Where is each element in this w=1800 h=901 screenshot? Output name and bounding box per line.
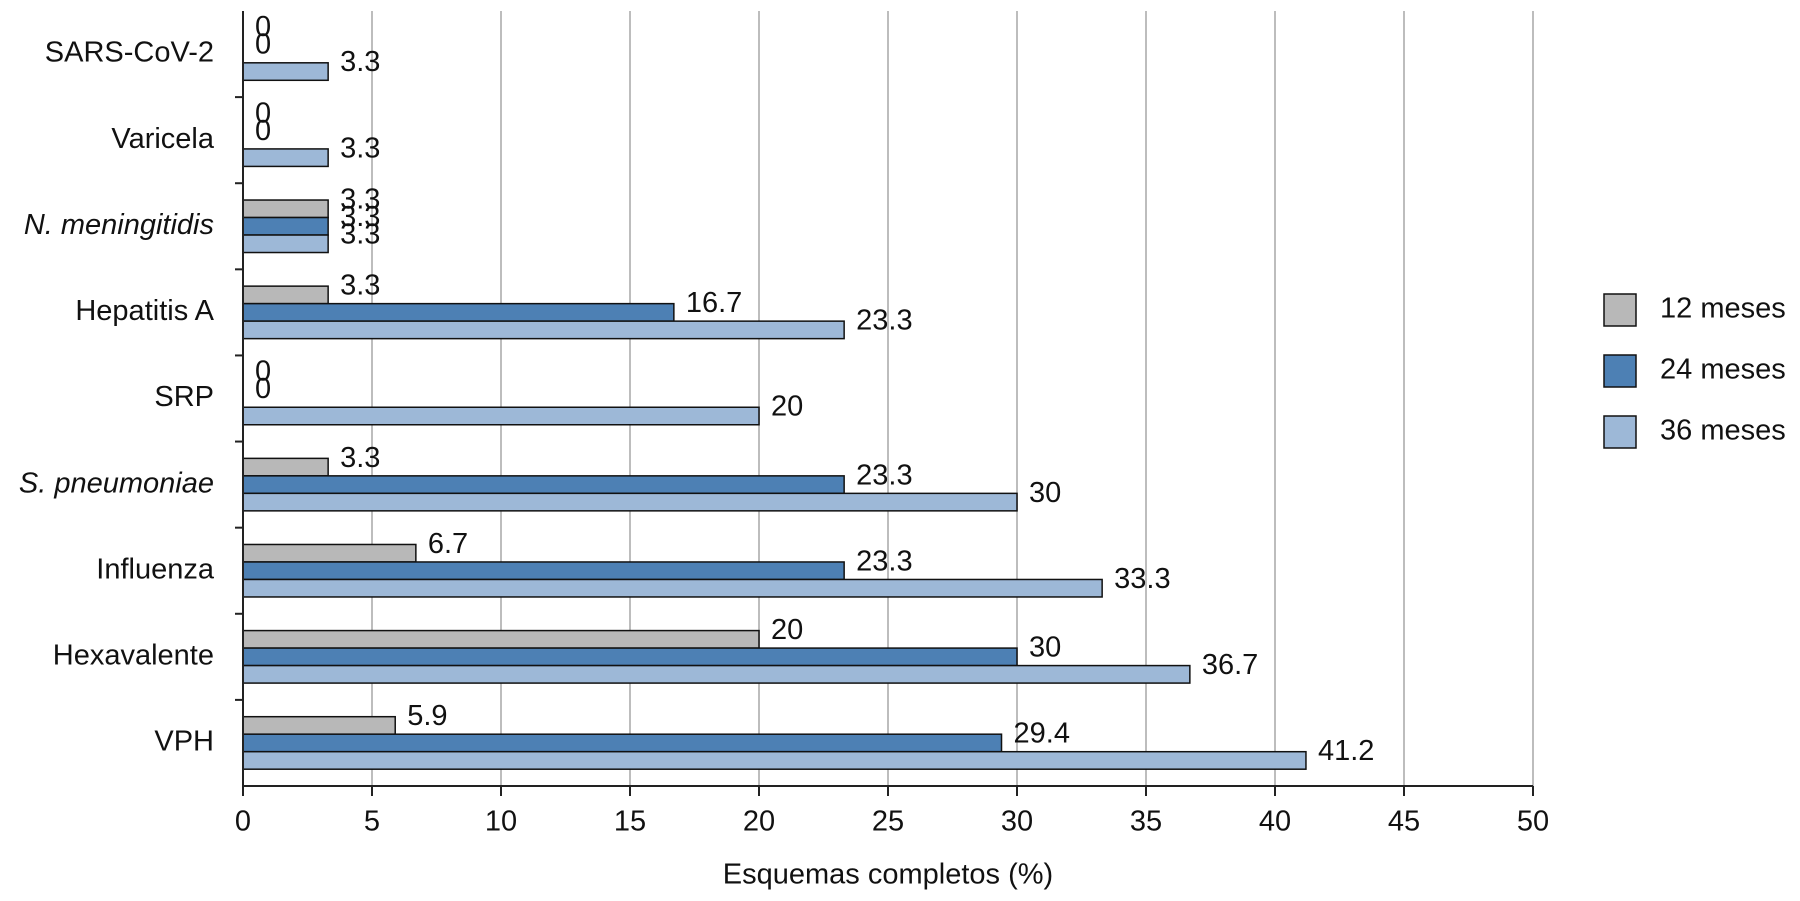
data-label: 3.3 (340, 201, 380, 233)
y-tick-label: Hepatitis A (75, 295, 214, 327)
bar (242, 750, 1307, 770)
y-tick-label: VPH (154, 726, 214, 758)
bar (242, 543, 417, 563)
y-tick-label: N. meningitidis (24, 209, 214, 241)
bar (242, 561, 845, 581)
data-label: 30 (1029, 631, 1061, 663)
data-label: 20 (771, 391, 803, 423)
y-tick-label: S. pneumoniae (19, 467, 214, 499)
legend-label: 36 meses (1660, 415, 1786, 447)
bar (242, 578, 1103, 598)
legend-label: 24 meses (1660, 354, 1786, 386)
bar (242, 629, 760, 649)
bar (242, 457, 329, 477)
bar (242, 647, 1018, 667)
data-label: 23.3 (856, 545, 912, 577)
data-label: 23.3 (856, 459, 912, 491)
bar (242, 406, 760, 426)
x-tick-label: 15 (614, 806, 646, 838)
data-label: 36.7 (1202, 649, 1258, 681)
data-label: 3.3 (340, 218, 380, 250)
legend-swatch (1603, 415, 1637, 449)
legend-swatch (1603, 354, 1637, 388)
x-tick-label: 5 (364, 806, 380, 838)
y-tick-label: SRP (154, 381, 214, 413)
y-tick-label: SARS-CoV-2 (45, 37, 214, 69)
data-label: 3.3 (340, 183, 380, 215)
x-tick-label: 50 (1517, 806, 1549, 838)
x-tick-label: 40 (1259, 806, 1291, 838)
x-tick-label: 0 (235, 806, 251, 838)
bar (242, 715, 396, 735)
y-tick-label: Hexavalente (53, 639, 214, 671)
data-label: 0 (255, 29, 271, 61)
data-label: 0 (255, 115, 271, 147)
data-label: 6.7 (428, 528, 468, 560)
y-tick-label: Influenza (96, 553, 215, 585)
x-tick-label: 20 (743, 806, 775, 838)
y-tick-label: Varicela (111, 123, 214, 155)
x-tick-label: 35 (1130, 806, 1162, 838)
data-label: 30 (1029, 477, 1061, 509)
bar (242, 216, 329, 236)
bar (242, 62, 329, 82)
bar (242, 302, 675, 322)
x-axis-title: Esquemas completos (%) (723, 859, 1053, 891)
legend-swatch (1603, 293, 1637, 327)
bar (242, 148, 329, 168)
data-label: 33.3 (1114, 563, 1170, 595)
data-label: 5.9 (407, 700, 447, 732)
x-tick-label: 45 (1388, 806, 1420, 838)
data-label: 20 (771, 614, 803, 646)
data-label: 3.3 (340, 270, 380, 302)
data-label: 23.3 (856, 305, 912, 337)
data-label: 3.3 (340, 132, 380, 164)
bar (242, 492, 1018, 512)
x-tick-label: 25 (872, 806, 904, 838)
bar (242, 285, 329, 305)
data-label: 0 (255, 373, 271, 405)
data-label: 3.3 (340, 46, 380, 78)
bar (242, 320, 845, 340)
data-label: 16.7 (686, 287, 742, 319)
x-tick-label: 30 (1001, 806, 1033, 838)
legend-label: 12 meses (1660, 293, 1786, 325)
data-label: 41.2 (1318, 735, 1374, 767)
bar (242, 733, 1003, 753)
x-tick-label: 10 (485, 806, 517, 838)
data-label: 0 (255, 97, 271, 129)
data-label: 0 (255, 11, 271, 43)
bar (242, 199, 329, 219)
data-label: 29.4 (1014, 718, 1070, 750)
bar (242, 234, 329, 254)
bar (242, 664, 1191, 684)
data-label: 0 (255, 356, 271, 388)
bar (242, 475, 845, 495)
data-label: 3.3 (340, 442, 380, 474)
